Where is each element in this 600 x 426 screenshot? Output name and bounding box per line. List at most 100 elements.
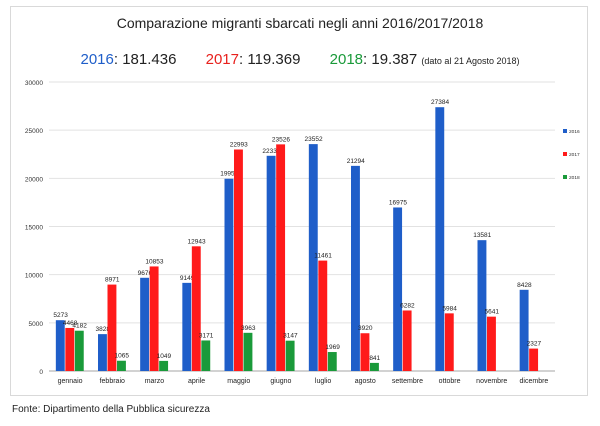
data-label: 5641 (485, 309, 500, 316)
y-tick-label: 25000 (25, 128, 43, 135)
data-label: 4182 (72, 323, 87, 330)
bar-2017-agosto (360, 333, 370, 371)
bar-2016-febbraio (98, 334, 107, 371)
x-tick-label: maggio (227, 378, 250, 385)
y-tick-label: 30000 (25, 80, 43, 87)
data-label: 19957 (220, 171, 238, 178)
data-label: 16975 (389, 199, 407, 206)
chart-frame: Comparazione migranti sbarcati negli ann… (10, 6, 588, 396)
data-label: 9149 (180, 275, 195, 282)
data-label: 1049 (157, 353, 172, 360)
x-tick-label: ottobre (439, 378, 461, 385)
bar-2016-settembre (393, 207, 403, 371)
bar-2018-maggio (243, 332, 253, 371)
bar-2016-giugno (266, 155, 276, 371)
y-tick-label: 5000 (29, 321, 44, 328)
y-tick-label: 20000 (25, 176, 43, 183)
data-label: 3963 (241, 325, 256, 332)
legend-swatch-2017 (563, 152, 567, 156)
data-label: 1969 (325, 344, 340, 351)
bar-2016-marzo (140, 277, 150, 371)
data-label: 8971 (105, 277, 120, 284)
total-2017-value: 119.369 (247, 51, 301, 68)
x-tick-label: giugno (270, 378, 291, 385)
x-tick-label: gennaio (58, 378, 83, 385)
bar-2016-novembre (477, 240, 487, 371)
total-2016-value: 181.436 (122, 51, 177, 68)
x-tick-label: dicembre (520, 378, 549, 385)
data-label: 13581 (473, 232, 491, 239)
data-label: 23552 (305, 136, 323, 143)
x-tick-label: novembre (476, 378, 507, 385)
data-label: 22339 (262, 148, 280, 155)
bar-2017-giugno (276, 144, 286, 371)
data-label: 1065 (115, 353, 130, 360)
bar-2018-febbraio (117, 360, 126, 371)
bar-2017-febbraio (107, 284, 117, 371)
x-tick-label: aprile (188, 378, 205, 385)
data-label: 21294 (347, 158, 365, 165)
x-tick-label: agosto (355, 378, 376, 385)
legend-swatch-2016 (563, 129, 567, 133)
data-label: 3147 (283, 333, 298, 340)
total-2017: 2017: 119.369 (205, 51, 301, 68)
data-label: 3920 (358, 325, 373, 332)
bar-chart: 0 5000 10000 15000 20000 25000 30000 5273446841… (25, 80, 580, 385)
bar-2018-marzo (159, 360, 169, 371)
total-2016: 2016: 181.436 (80, 51, 177, 68)
bar-2018-giugno (285, 340, 295, 371)
bar-2017-aprile (191, 246, 201, 371)
x-tick-label: luglio (315, 378, 331, 385)
data-label: 11461 (314, 253, 332, 260)
data-label: 2327 (527, 341, 542, 348)
data-label: 841 (369, 355, 380, 362)
data-label: 27384 (431, 99, 449, 106)
chart-title: Comparazione migranti sbarcati negli ann… (116, 15, 484, 31)
bar-2016-ottobre (435, 107, 445, 371)
bar-2018-gennaio (74, 330, 84, 371)
total-2018-value: 19.387 (371, 51, 418, 68)
data-label: 3171 (199, 332, 214, 339)
y-tick-label: 10000 (25, 273, 43, 280)
total-2018-year: 2018 (329, 51, 364, 68)
total-2018-note: (dato al 21 Agosto 2018) (421, 56, 520, 66)
legend-label-2016: 2016 (569, 129, 580, 135)
y-tick-label: 15000 (25, 225, 43, 232)
data-label: 5273 (53, 312, 68, 319)
legend-label-2018: 2018 (569, 175, 580, 181)
data-label: 5984 (442, 305, 457, 312)
y-tick-label: 0 (39, 369, 43, 376)
bar-2016-aprile (182, 282, 192, 371)
x-tick-label: settembre (392, 378, 423, 385)
bar-2017-maggio (234, 149, 243, 371)
data-label: 4468 (63, 320, 78, 327)
bar-2017-luglio (318, 260, 328, 371)
data-label: 6282 (400, 302, 415, 309)
data-label: 8428 (517, 282, 532, 289)
bar-2016-luglio (308, 144, 318, 371)
bar-2016-maggio (224, 178, 234, 371)
data-label: 12943 (188, 238, 206, 245)
bar-2017-gennaio (65, 327, 75, 371)
bar-2016-gennaio (55, 320, 65, 371)
data-label: 10853 (145, 258, 163, 265)
totals-line: 2016: 181.436 2017: 119.369 2018: 19.387… (11, 51, 589, 68)
x-tick-label: febbraio (100, 378, 125, 385)
bar-2017-marzo (149, 266, 159, 371)
bar-2017-ottobre (444, 313, 454, 371)
bar-2016-agosto (351, 165, 360, 371)
source-note: Fonte: Dipartimento della Pubblica sicur… (12, 404, 210, 415)
data-label: 9676 (138, 270, 153, 277)
legend-swatch-2018 (563, 175, 567, 179)
x-tick-label: marzo (145, 378, 165, 385)
total-2018: 2018: 19.387 (dato al 21 Agosto 2018) (329, 51, 520, 68)
total-2016-year: 2016 (80, 51, 114, 68)
bar-2017-dicembre (529, 348, 539, 371)
data-label: 3828 (96, 326, 111, 333)
bar-2018-agosto (370, 362, 379, 371)
legend-label-2017: 2017 (569, 152, 580, 158)
bar-2017-novembre (487, 316, 496, 371)
data-label: 22993 (230, 142, 248, 149)
bar-2017-settembre (402, 310, 412, 371)
data-label: 23526 (272, 136, 290, 143)
